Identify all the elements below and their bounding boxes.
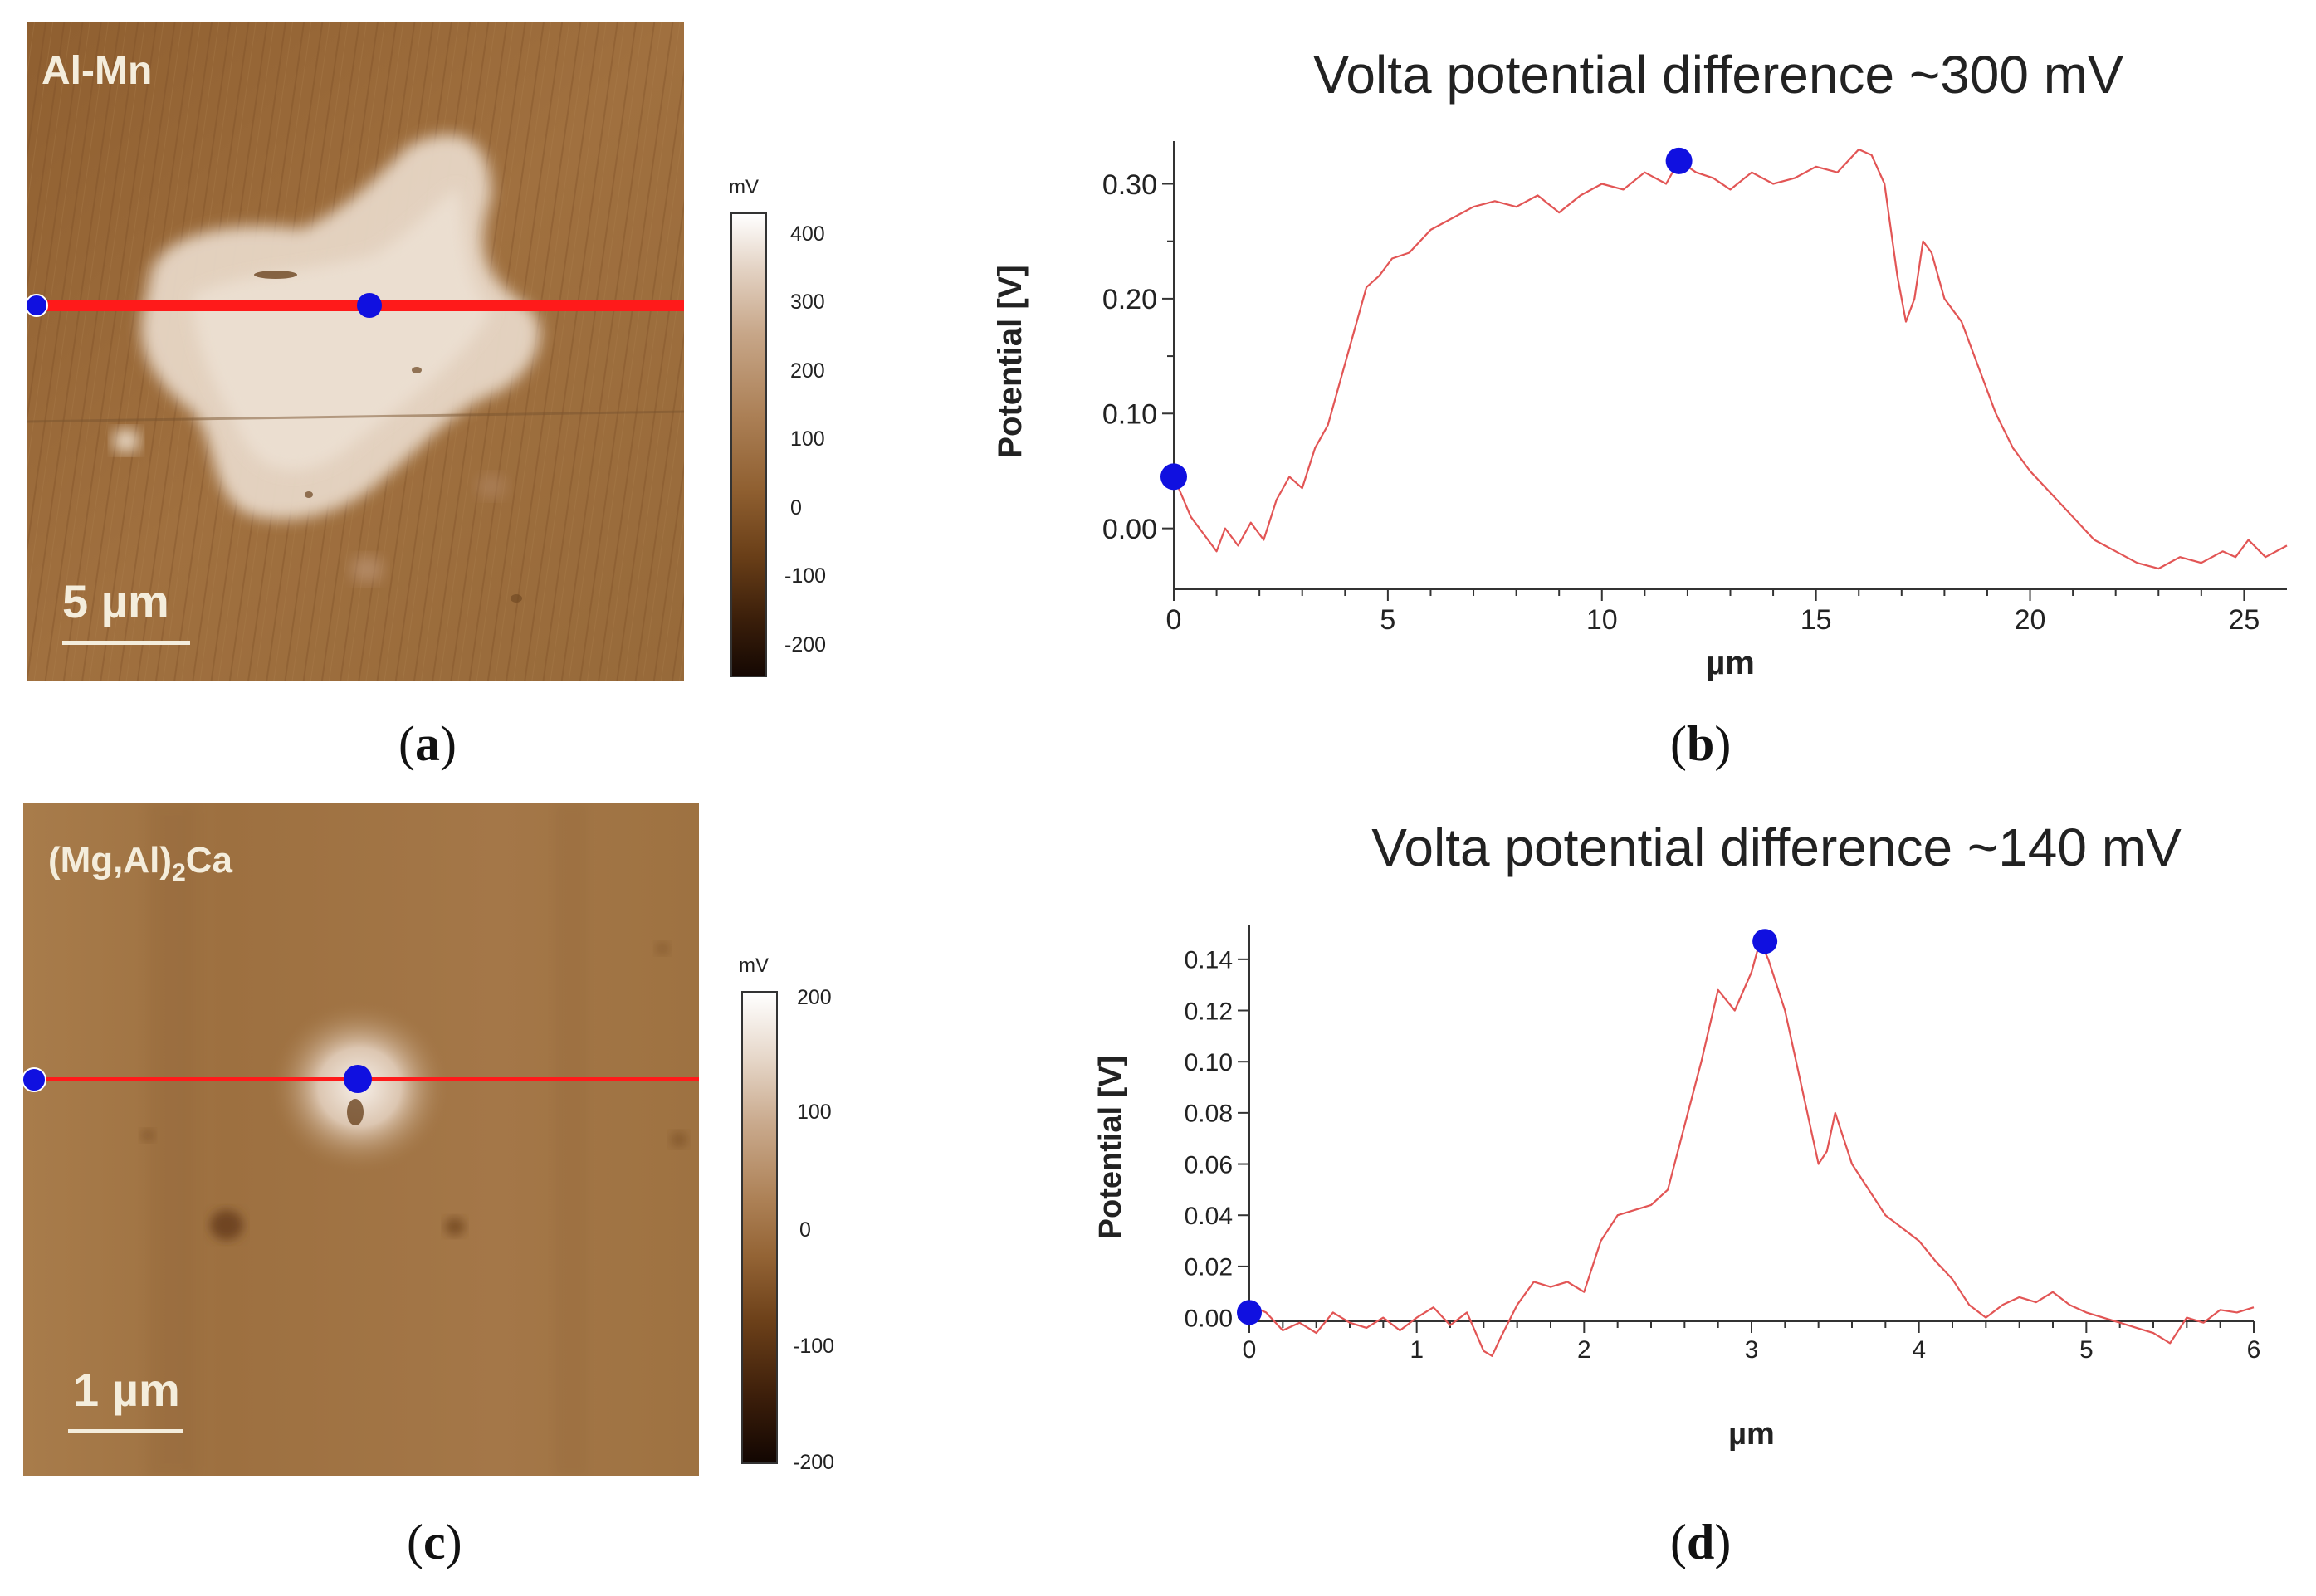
x-tick-label: 1 — [1410, 1336, 1424, 1364]
map-c-label-tail: Ca — [185, 840, 232, 881]
colorbar-a-tick: 200 — [790, 359, 825, 383]
colorbar-a-tick: 400 — [790, 222, 825, 246]
caption-d: (d) — [1670, 1514, 1731, 1571]
y-tick-label: 0.08 — [1185, 1101, 1233, 1128]
y-axis-label: Potential [V] — [992, 265, 1029, 458]
x-tick-label: 0 — [1243, 1336, 1257, 1364]
data-marker — [1160, 463, 1187, 491]
caption-c-close: ) — [445, 1515, 462, 1569]
y-axis-label: Potential [V] — [1093, 1056, 1128, 1240]
caption-b-letter: b — [1686, 716, 1715, 771]
x-tick-label: 25 — [2229, 604, 2260, 636]
caption-a: (a) — [398, 715, 457, 773]
caption-a-letter: a — [414, 716, 440, 771]
caption-a-open: ( — [398, 716, 415, 771]
scalebar-c-label: 1 µm — [73, 1364, 180, 1416]
profile-line-a — [27, 300, 684, 311]
caption-b: (b) — [1670, 715, 1731, 773]
map-a — [27, 22, 684, 681]
map-c-label: (Mg,Al)2Ca — [48, 840, 232, 887]
scalebar-a — [62, 641, 190, 645]
y-tick-label: 0.10 — [1185, 1049, 1233, 1076]
y-tick-label: 0.02 — [1185, 1254, 1233, 1281]
x-tick-label: 20 — [2015, 604, 2046, 636]
y-tick-label: 0.06 — [1185, 1151, 1233, 1179]
colorbar-a-tick: 0 — [790, 496, 802, 520]
caption-c-open: ( — [407, 1515, 423, 1569]
colorbar-a — [730, 212, 767, 677]
colorbar-c-tick: -100 — [793, 1335, 835, 1358]
chart-d: Volta potential difference ~140 mV 0.00 0.… — [1093, 818, 2261, 1452]
y-tick-label: 0.30 — [1102, 169, 1157, 201]
colorbar-c-tick: 200 — [797, 986, 832, 1009]
colorbar-c-tick: -200 — [793, 1451, 835, 1474]
x-tick-label: 4 — [1912, 1336, 1926, 1364]
x-tick-label: 6 — [2247, 1336, 2261, 1364]
colorbar-a-tick: -100 — [784, 564, 827, 588]
y-tick-label: 0.00 — [1102, 514, 1157, 545]
x-tick-label: 3 — [1745, 1336, 1759, 1364]
caption-b-open: ( — [1670, 716, 1687, 771]
map-a-image — [27, 22, 684, 681]
x-tick-label: 5 — [1380, 604, 1395, 636]
y-tick-label: 0.04 — [1185, 1203, 1233, 1230]
colorbar-c-tick: 100 — [797, 1101, 832, 1124]
x-tick-label: 2 — [1577, 1336, 1591, 1364]
x-axis-label: µm — [1728, 1417, 1775, 1452]
data-marker — [1752, 929, 1778, 954]
scalebar-a-label: 5 µm — [62, 575, 169, 627]
profile-start-marker-a — [27, 294, 48, 317]
scalebar-c — [68, 1429, 183, 1433]
colorbar-a-tick: -200 — [784, 633, 827, 656]
series-line — [1248, 940, 2255, 1357]
y-tick-label: 0.20 — [1102, 284, 1157, 315]
colorbar-a-tick: 300 — [790, 290, 825, 314]
map-c — [23, 803, 699, 1476]
chart-title: Volta potential difference ~140 mV — [1371, 818, 2182, 877]
colorbar-c — [741, 991, 778, 1464]
caption-d-letter: d — [1686, 1515, 1715, 1569]
chart-b: Volta potential difference ~300 mV 0.00 0.… — [992, 45, 2288, 681]
caption-c-letter: c — [423, 1515, 446, 1569]
series-line — [1172, 148, 2288, 570]
caption-a-close: ) — [439, 716, 457, 771]
colorbar-c-tick: 0 — [799, 1218, 811, 1242]
x-tick-label: 10 — [1586, 604, 1618, 636]
y-tick-label: 0.12 — [1185, 998, 1233, 1025]
x-axis-label: µm — [1706, 645, 1755, 681]
map-c-label-sub: 2 — [172, 858, 186, 886]
y-tick-label: 0.14 — [1185, 947, 1233, 974]
y-tick-label: 0.00 — [1185, 1305, 1233, 1332]
chart-title: Volta potential difference ~300 mV — [1313, 45, 2123, 105]
caption-d-close: ) — [1714, 1515, 1732, 1569]
data-marker — [1237, 1300, 1262, 1325]
x-tick-label: 0 — [1166, 604, 1182, 636]
map-c-image — [23, 803, 699, 1476]
map-c-label-main: (Mg,Al) — [48, 840, 173, 881]
map-a-label: Al-Mn — [42, 49, 153, 93]
data-marker — [1665, 147, 1693, 174]
colorbar-a-tick: 100 — [790, 427, 825, 451]
y-tick-label: 0.10 — [1102, 399, 1157, 431]
profile-peak-marker-a — [357, 293, 382, 318]
colorbar-a-unit: mV — [729, 176, 759, 198]
x-tick-label: 15 — [1801, 604, 1832, 636]
x-tick-label: 5 — [2079, 1336, 2094, 1364]
profile-start-marker-c — [23, 1067, 46, 1092]
caption-c: (c) — [407, 1514, 462, 1571]
caption-d-open: ( — [1670, 1515, 1687, 1569]
colorbar-c-unit: mV — [739, 954, 769, 977]
caption-b-close: ) — [1714, 716, 1732, 771]
profile-peak-marker-c — [344, 1065, 372, 1093]
